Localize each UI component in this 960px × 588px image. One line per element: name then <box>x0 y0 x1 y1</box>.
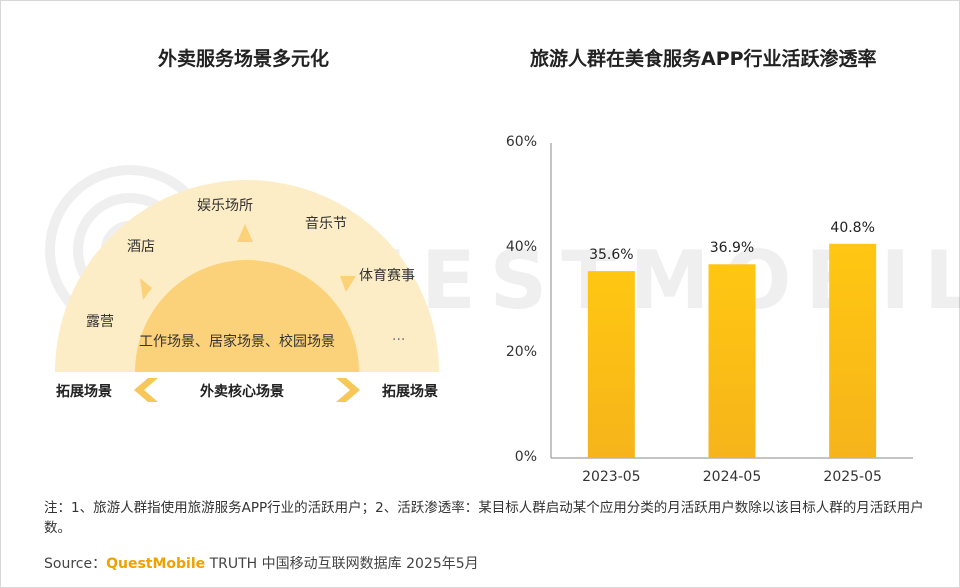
label-core-scenarios: 工作场景、居家场景、校园场景 <box>139 334 335 350</box>
label-extended-right: 拓展场景 <box>382 384 438 400</box>
footnote: 注：1、旅游人群指使用旅游服务APP行业的活跃用户；2、活跃渗透率：某目标人群启… <box>44 500 924 536</box>
chevron-right-icon <box>336 378 360 402</box>
label-sports-event: 体育赛事 <box>359 268 415 284</box>
bar-2025-05 <box>829 243 877 458</box>
y-tick-label: 0% <box>514 449 537 465</box>
label-core-center: 外卖核心场景 <box>200 384 284 400</box>
left-panel-title: 外卖服务场景多元化 <box>158 48 330 70</box>
data-label: 36.9% <box>709 240 755 257</box>
label-hotel: 酒店 <box>127 239 155 255</box>
label-ellipsis: ... <box>392 328 406 344</box>
x-tick-label: 2025-05 <box>823 469 882 485</box>
source-line: Source：QuestMobile TRUTH 中国移动互联网数据库 2025… <box>44 553 479 573</box>
y-tick-label: 60% <box>505 134 537 150</box>
label-camping: 露营 <box>86 314 114 330</box>
bar-2023-05 <box>587 271 635 458</box>
data-label: 40.8% <box>830 219 875 236</box>
inner-semicircle <box>135 260 359 372</box>
source-brand: QuestMobile <box>106 556 206 572</box>
spike-right <box>340 276 356 292</box>
data-label: 35.6% <box>589 247 634 264</box>
label-entertainment: 娱乐场所 <box>197 198 253 214</box>
source-rest: TRUTH 中国移动互联网数据库 2025年5月 <box>205 556 479 572</box>
chevron-left-icon <box>134 378 158 402</box>
x-tick-label: 2024-05 <box>702 469 762 485</box>
spike-left <box>140 278 152 300</box>
y-tick-label: 40% <box>505 239 537 255</box>
y-tick-label: 20% <box>505 344 537 360</box>
source-prefix: Source： <box>44 556 107 572</box>
chart-title: 旅游人群在美食服务APP行业活跃渗透率 <box>530 48 877 70</box>
spike-top <box>237 224 253 242</box>
label-extended-left: 拓展场景 <box>56 384 112 400</box>
scenario-diagram <box>55 180 439 402</box>
label-music-festival: 音乐节 <box>305 216 347 232</box>
chart-plot <box>550 143 913 459</box>
bar-2024-05 <box>708 264 756 458</box>
x-tick-label: 2023-05 <box>582 469 641 485</box>
